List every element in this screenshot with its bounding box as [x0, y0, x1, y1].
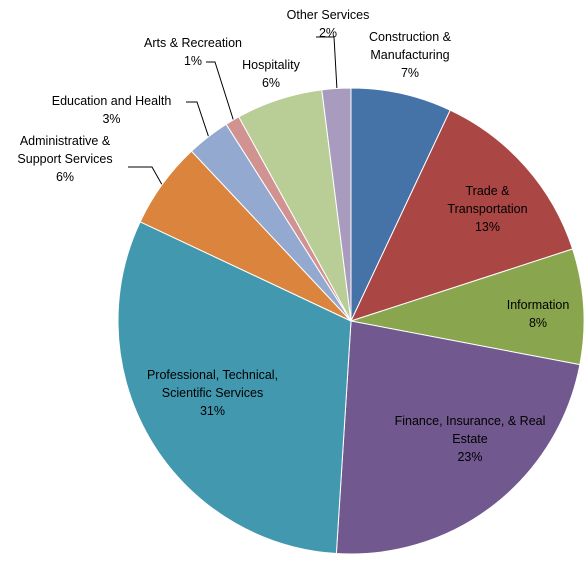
- slice-label: Construction & Manufacturing 7%: [355, 28, 465, 82]
- value-label: 1%: [183, 54, 203, 68]
- value-label: 7%: [400, 66, 420, 80]
- leader-line: [186, 101, 210, 139]
- pie-slice: [335, 320, 581, 555]
- slice-label: Education and Health 3%: [34, 92, 189, 128]
- value-label: 8%: [528, 316, 548, 330]
- slice-label: Information 8%: [488, 296, 586, 332]
- leader-line: [316, 36, 338, 91]
- pie-slice: [350, 87, 451, 322]
- slice-label: Hospitality 6%: [240, 56, 302, 92]
- slice-label: Administrative & Support Services 6%: [0, 132, 130, 186]
- slice-label: Other Services 2%: [272, 6, 384, 42]
- slice-label: Trade & Transportation 13%: [430, 182, 545, 236]
- leader-line: [206, 61, 235, 123]
- pie-slice: [350, 109, 574, 322]
- category-label: Construction & Manufacturing: [369, 30, 451, 62]
- category-label: Administrative & Support Services: [17, 134, 113, 166]
- category-label: Education and Health: [51, 94, 172, 108]
- slice-label: Finance, Insurance, & Real Estate 23%: [385, 412, 555, 466]
- pie-slice: [321, 87, 352, 322]
- category-label: Professional, Technical, Scientific Serv…: [146, 368, 279, 400]
- slice-label: Professional, Technical, Scientific Serv…: [135, 366, 290, 420]
- value-label: 2%: [318, 26, 338, 40]
- value-label: 3%: [102, 112, 121, 126]
- value-label: 6%: [261, 76, 281, 90]
- category-label: Trade & Transportation: [447, 184, 528, 216]
- category-label: Arts & Recreation: [144, 36, 242, 50]
- category-label: Information: [506, 298, 570, 312]
- category-label: Hospitality: [242, 58, 300, 72]
- pie-slice: [117, 221, 352, 555]
- leader-line: [128, 166, 166, 191]
- value-label: 6%: [55, 170, 75, 184]
- slice-label: Arts & Recreation 1%: [128, 34, 258, 70]
- pie-slice: [350, 248, 585, 366]
- value-label: 31%: [199, 404, 226, 418]
- category-label: Other Services: [286, 8, 370, 22]
- value-label: 13%: [474, 220, 501, 234]
- value-label: 23%: [457, 450, 483, 464]
- category-label: Finance, Insurance, & Real Estate: [394, 414, 546, 446]
